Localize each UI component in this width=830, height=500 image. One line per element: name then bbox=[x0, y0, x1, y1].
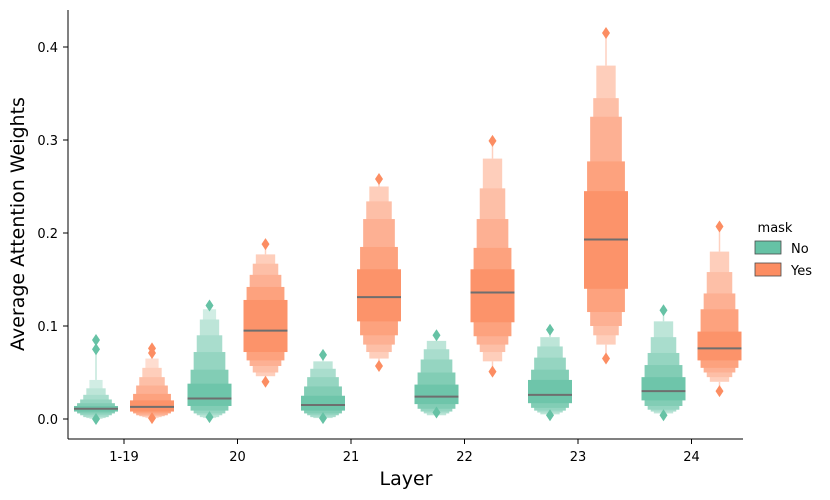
outlier-point bbox=[92, 413, 100, 425]
outlier-point bbox=[205, 411, 214, 424]
outlier-point bbox=[546, 323, 554, 336]
y-axis: 0.0 0.1 0.2 0.3 0.4 bbox=[37, 10, 69, 439]
x-tick-label: 22 bbox=[456, 450, 473, 465]
outlier-point bbox=[602, 27, 610, 40]
x-tick-label: 20 bbox=[229, 450, 246, 465]
outlier-point bbox=[715, 220, 724, 233]
legend: mask No Yes bbox=[754, 221, 812, 279]
x-axis: 1-19 20 21 22 23 24 bbox=[68, 438, 743, 465]
outlier-point bbox=[432, 406, 441, 419]
x-tick-label: 24 bbox=[683, 450, 700, 465]
boxen-level bbox=[641, 377, 686, 401]
x-tick-label: 21 bbox=[343, 450, 360, 465]
boxen-level bbox=[528, 379, 572, 404]
y-tick-label: 0.3 bbox=[37, 134, 58, 149]
legend-swatch bbox=[754, 240, 782, 255]
outlier-point bbox=[261, 375, 270, 388]
outlier-point bbox=[375, 359, 383, 372]
outlier-point bbox=[148, 412, 156, 425]
legend-swatch bbox=[754, 262, 782, 277]
y-tick-label: 0.0 bbox=[37, 413, 58, 428]
x-axis-title: Layer bbox=[380, 468, 433, 490]
outlier-point bbox=[375, 173, 383, 186]
y-axis-title: Average Attention Weights bbox=[7, 97, 29, 351]
outlier-point bbox=[319, 348, 327, 361]
outlier-point bbox=[319, 412, 327, 425]
boxen-level bbox=[697, 331, 742, 361]
boxen-level bbox=[357, 269, 401, 322]
outlier-point bbox=[148, 342, 156, 355]
outlier-point bbox=[715, 385, 724, 398]
y-tick-label: 0.4 bbox=[37, 41, 58, 56]
outlier-point bbox=[659, 304, 668, 317]
plot-area bbox=[74, 27, 742, 425]
legend-label: No bbox=[791, 242, 809, 257]
boxen-level bbox=[470, 269, 515, 323]
outlier-point bbox=[205, 299, 214, 312]
outlier-point bbox=[92, 343, 100, 356]
legend-label: Yes bbox=[790, 264, 812, 279]
x-tick-label: 1-19 bbox=[109, 450, 139, 465]
outlier-point bbox=[261, 238, 270, 251]
outlier-point bbox=[488, 134, 497, 147]
y-tick-label: 0.2 bbox=[37, 227, 58, 242]
outlier-point bbox=[432, 329, 441, 342]
boxen-level bbox=[301, 395, 345, 411]
outlier-point bbox=[488, 365, 497, 378]
boxen-level bbox=[187, 383, 232, 406]
outlier-point bbox=[602, 352, 610, 365]
outlier-point bbox=[546, 409, 554, 422]
outlier-point bbox=[659, 409, 668, 422]
legend-title: mask bbox=[758, 221, 793, 236]
x-tick-label: 23 bbox=[570, 450, 587, 465]
boxen-level bbox=[243, 299, 288, 353]
outlier-point bbox=[92, 333, 100, 346]
boxen-level bbox=[414, 384, 459, 405]
y-tick-label: 0.1 bbox=[37, 320, 58, 335]
